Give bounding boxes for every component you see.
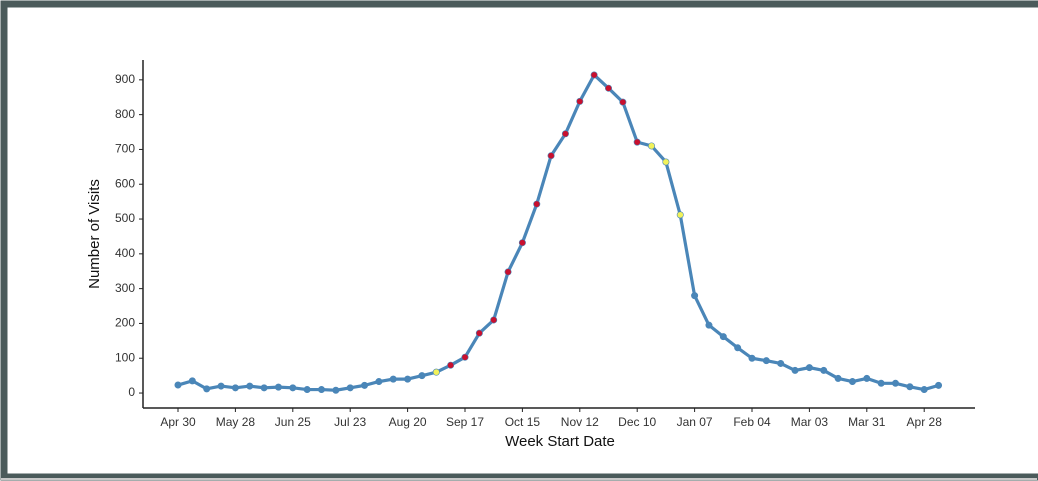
x-axis-title: Week Start Date	[505, 433, 615, 450]
point	[891, 379, 899, 387]
frame-bottom	[1, 478, 1037, 480]
point	[188, 377, 196, 385]
point	[260, 384, 268, 392]
y-tick-label: 100	[115, 350, 135, 364]
x-tick-label: Oct 15	[505, 415, 541, 429]
point	[518, 239, 526, 247]
point	[289, 384, 297, 392]
point	[274, 383, 282, 391]
point	[762, 357, 770, 365]
y-tick-label: 700	[115, 142, 135, 156]
point	[820, 366, 828, 374]
y-tick-label: 0	[128, 385, 135, 399]
point	[418, 372, 426, 380]
point	[863, 374, 871, 382]
point	[604, 84, 612, 92]
point	[920, 386, 928, 394]
point	[590, 71, 598, 79]
x-tick-label: Nov 12	[561, 415, 599, 429]
point	[734, 344, 742, 352]
y-tick-label: 800	[115, 107, 135, 121]
point	[504, 268, 512, 276]
point	[533, 200, 541, 208]
point	[748, 354, 756, 362]
point	[676, 211, 684, 219]
point	[432, 368, 440, 376]
point	[877, 379, 885, 387]
x-tick-label: Dec 10	[618, 415, 656, 429]
x-tick-label: Jan 07	[677, 415, 713, 429]
point	[576, 97, 584, 105]
y-tick-label: 300	[115, 281, 135, 295]
point	[777, 359, 785, 367]
x-tick-label: Jul 23	[334, 415, 366, 429]
point	[447, 361, 455, 369]
point	[203, 385, 211, 393]
point	[346, 384, 354, 392]
point	[691, 292, 699, 300]
point	[705, 321, 713, 329]
point	[662, 158, 670, 166]
point	[475, 329, 483, 337]
x-tick-label: Sep 17	[446, 415, 484, 429]
y-tick-label: 900	[115, 72, 135, 86]
point	[303, 386, 311, 394]
point	[404, 375, 412, 383]
point	[619, 98, 627, 106]
x-tick-label: Apr 30	[160, 415, 196, 429]
point	[547, 152, 555, 160]
point	[791, 366, 799, 374]
x-tick-label: May 28	[216, 415, 256, 429]
point	[805, 364, 813, 372]
point	[935, 381, 943, 389]
y-tick-label: 600	[115, 176, 135, 190]
x-tick-label: Jun 25	[275, 415, 311, 429]
y-tick-label: 400	[115, 246, 135, 260]
x-tick-label: Aug 20	[389, 415, 427, 429]
point	[174, 381, 182, 389]
point	[361, 381, 369, 389]
x-tick-label: Mar 31	[848, 415, 886, 429]
y-tick-label: 200	[115, 316, 135, 330]
point	[561, 130, 569, 138]
x-tick-label: Apr 28	[907, 415, 943, 429]
point	[317, 386, 325, 394]
point	[231, 384, 239, 392]
point	[633, 138, 641, 146]
point	[490, 316, 498, 324]
point	[375, 378, 383, 386]
point	[848, 378, 856, 386]
x-tick-label: Feb 04	[733, 415, 771, 429]
point	[461, 353, 469, 361]
point	[389, 375, 397, 383]
point	[332, 386, 340, 394]
point	[246, 382, 254, 390]
point	[906, 383, 914, 391]
point	[834, 374, 842, 382]
point	[648, 142, 656, 150]
point	[217, 382, 225, 390]
point	[719, 333, 727, 341]
x-tick-label: Mar 03	[791, 415, 829, 429]
y-axis-title: Number of Visits	[86, 179, 103, 289]
y-tick-label: 500	[115, 211, 135, 225]
